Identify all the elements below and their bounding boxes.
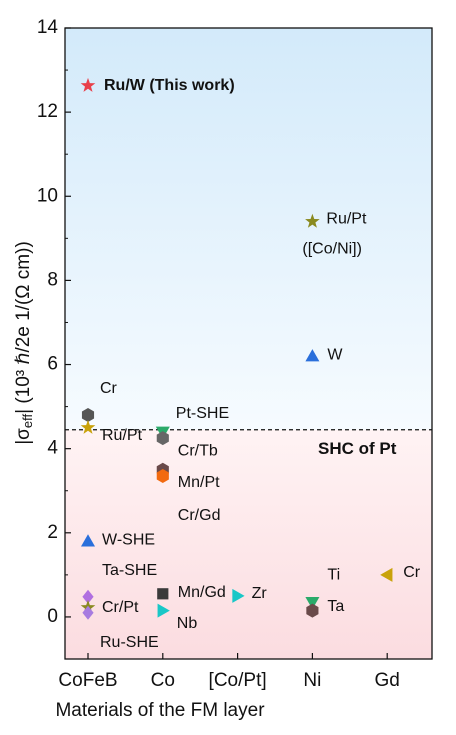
point-label: Zr	[252, 585, 268, 602]
y-axis-label-part: | (10³ ℏ/2e 1/(Ω cm))	[13, 241, 34, 414]
y-tick-label: 14	[37, 17, 59, 38]
data-point	[305, 349, 320, 362]
point-label: Ru/Pt	[326, 211, 367, 228]
data-point	[82, 605, 94, 620]
plot-frame	[64, 27, 433, 660]
upper-region	[65, 28, 432, 430]
point-label: Pt-SHE	[176, 405, 229, 422]
y-tick-label: 2	[47, 522, 58, 543]
point-label: Cr/Tb	[178, 442, 218, 459]
point-label: Mn/Pt	[178, 474, 220, 491]
data-point	[306, 603, 319, 618]
x-tick-label: Gd	[375, 670, 400, 691]
data-point	[156, 469, 169, 484]
y-tick-label: 0	[47, 606, 58, 627]
point-label: Ta-SHE	[102, 562, 157, 579]
point-label: Mn/Gd	[178, 584, 226, 601]
data-point	[305, 596, 320, 610]
y-tick-label: 4	[47, 438, 58, 459]
point-label: Cr	[100, 380, 118, 397]
point-label: Ti	[327, 566, 340, 583]
y-axis-label: |σeff| (10³ ℏ/2e 1/(Ω cm))	[13, 241, 35, 445]
point-label: ([Co/Ni])	[302, 241, 362, 258]
y-tick-label: 8	[47, 269, 58, 290]
lower-region	[65, 429, 432, 659]
data-point	[80, 419, 96, 434]
point-label: Ru/Pt	[102, 427, 143, 444]
data-point	[82, 589, 94, 604]
data-point	[305, 213, 320, 228]
y-tick-label: 12	[37, 101, 58, 122]
y-tick-label: 10	[37, 185, 58, 206]
data-point	[81, 534, 95, 547]
point-label: Cr/Pt	[102, 599, 139, 616]
data-point	[157, 603, 170, 618]
data-point	[81, 408, 95, 423]
x-axis-label: Materials of the FM layer	[55, 700, 265, 721]
x-tick-label: CoFeB	[58, 670, 117, 691]
point-label: Ru-SHE	[100, 634, 159, 651]
y-tick-label: 6	[47, 354, 58, 375]
data-point	[232, 588, 245, 603]
x-tick-label: Co	[151, 670, 175, 691]
reference-label: SHC of Pt	[318, 439, 397, 458]
point-label: W-SHE	[102, 531, 155, 548]
y-axis-label-sub: eff	[20, 413, 35, 428]
point-label: Cr	[403, 564, 421, 581]
data-point	[157, 588, 169, 600]
point-label: W	[327, 346, 343, 363]
data-point	[380, 567, 393, 582]
x-tick-label: [Co/Pt]	[209, 670, 267, 691]
point-label: Cr/Gd	[178, 507, 221, 524]
data-point	[80, 77, 96, 92]
y-axis-label-part: |σ	[13, 428, 34, 445]
x-tick-label: Ni	[303, 670, 321, 691]
data-point	[156, 431, 169, 446]
point-label: Nb	[177, 615, 198, 632]
point-label: Ru/W (This work)	[104, 77, 235, 94]
point-label: Ta	[327, 598, 344, 615]
